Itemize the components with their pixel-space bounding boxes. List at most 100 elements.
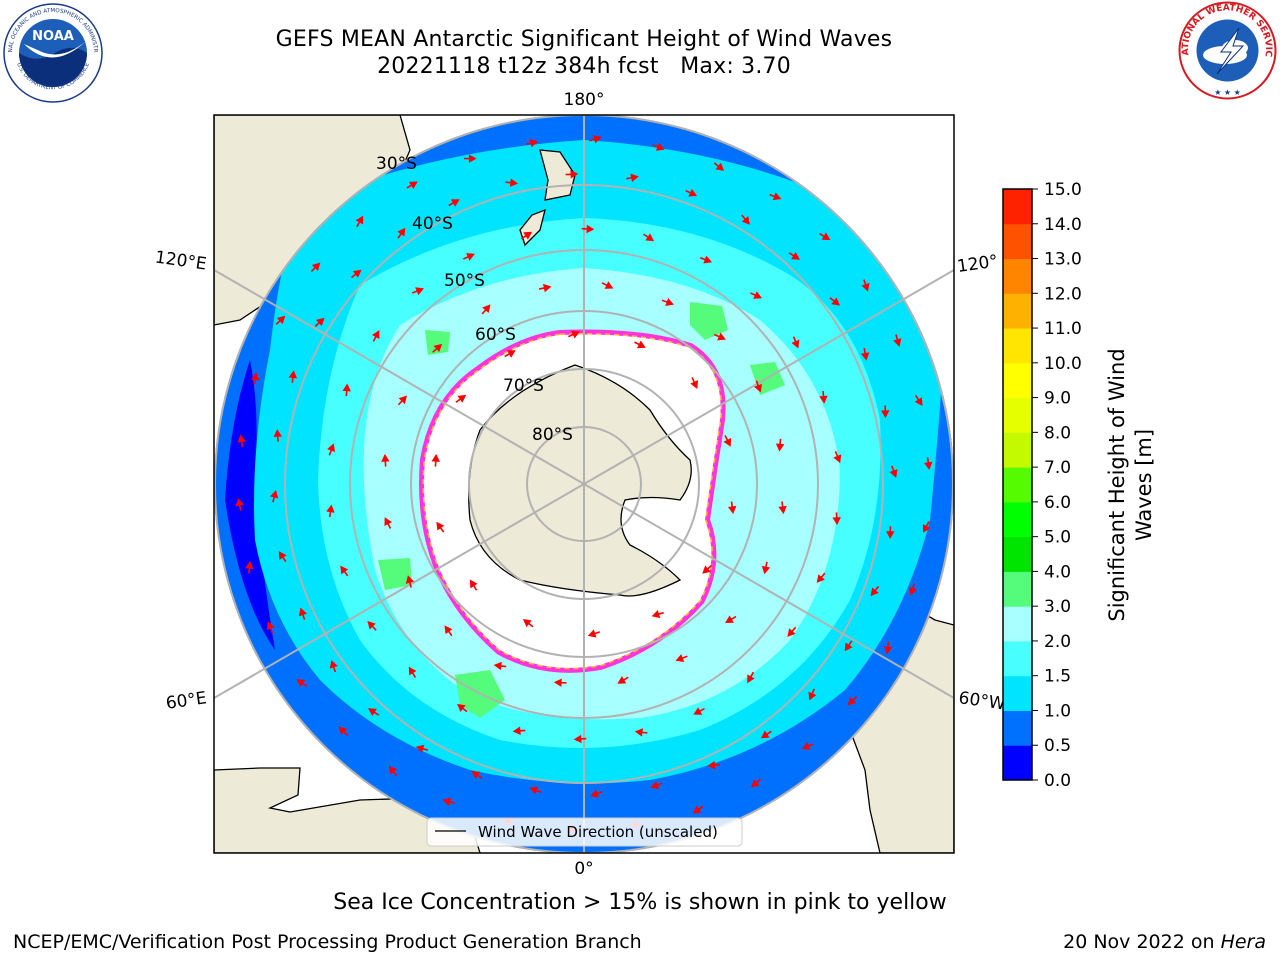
lon-label-120w: 120° [956,251,999,277]
wind-wave-arrow [408,666,417,678]
wind-wave-arrow [462,253,475,261]
wind-wave-arrow [847,695,858,706]
footer-date: 20 Nov 2022 on Hera [1063,931,1266,953]
wind-wave-arrow [634,728,648,737]
wind-wave-arrow [861,279,870,292]
wind-wave-arrow [237,434,246,448]
colorbar-segment [1003,397,1032,433]
wind-wave-arrow [368,708,380,717]
colorbar-segment [1003,189,1032,225]
wind-wave-arrow [581,224,595,234]
wind-wave-arrow [787,626,797,637]
wind-wave-arrow [457,703,468,713]
lat-label-40s: 40°S [412,214,453,234]
wind-wave-arrow [844,640,853,652]
wind-wave-arrow [275,315,286,326]
wind-wave-arrow [650,781,663,790]
graticule [214,115,954,853]
wind-wave-arrow [505,178,519,187]
wind-wave-arrow [693,707,705,715]
plot-title: GEFS MEAN Antarctic Significant Height o… [275,27,893,52]
colorbar-tick-label: 9.0 [1044,389,1071,409]
wind-wave-arrow [471,771,483,779]
wind-wave-arrow [512,726,526,735]
colorbar-segment [1003,536,1032,572]
wind-wave-arrow [338,726,349,737]
wind-wave-arrow [340,565,349,577]
colorbar-tick-label: 15.0 [1044,180,1082,200]
wind-wave-arrow [601,281,614,289]
wind-wave-arrow [788,252,800,260]
wind-wave-arrow [469,579,478,591]
wind-wave-arrow [725,615,737,623]
latitude-labels: 30°S 40°S 50°S 60°S 70°S 80°S [376,154,573,445]
svg-text:★ ★ ★: ★ ★ ★ [1214,88,1241,97]
wind-wave-arrow [431,453,440,467]
wind-wave-arrow [791,336,800,349]
wind-wave-arrow [314,317,325,327]
wind-wave-arrow [298,607,307,620]
wind-wave-arrow [922,521,931,533]
wind-wave-arrow [455,394,467,403]
wind-wave-arrow [270,489,279,503]
wind-wave-arrow [444,625,453,637]
wind-wave-arrow [565,170,579,179]
wind-wave-arrow [463,154,477,163]
footer-host: Hera [1220,931,1266,953]
wind-wave-arrow [266,621,275,634]
wind-wave-arrow [723,435,732,447]
colorbar-label-line2: Waves [m] [1132,429,1156,541]
nws-logo: NATIONAL WEATHER SERVICE ★ ★ ★ [1177,0,1277,100]
wind-wave-arrow [406,181,418,190]
sea-ice-note: Sea Ice Concentration > 15% is shown in … [333,890,947,915]
colorbar-label-line1: Significant Height of Wind [1105,348,1129,621]
wind-wave-arrow [675,654,688,662]
colorbar-tick-label: 2.0 [1044,632,1071,652]
wind-wave-arrow [754,380,763,393]
wind-wave-arrow [493,661,507,671]
wind-wave-arrow [296,679,308,688]
colorbar-tick-label: 11.0 [1044,319,1082,339]
wind-wave-arrow [367,621,377,631]
wind-wave-arrow [448,199,460,207]
wind-wave-arrow [235,498,244,511]
colorbar-tick-label: 4.0 [1044,562,1071,582]
wind-wave-arrow [522,619,534,628]
wind-wave-arrow [626,173,639,182]
wind-wave-arrow [245,560,254,574]
wind-wave-arrow [553,678,567,687]
wind-wave-arrow [860,348,870,361]
colorbar-tick-label: 5.0 [1044,528,1071,548]
wind-wave-arrow [310,262,321,273]
wind-wave-arrow [829,297,841,306]
wind-wave-arrow [326,504,335,518]
longitude-labels: 180° 0° 120°E 60°E 120° 60°W [154,90,1007,879]
wind-wave-arrow [442,797,455,806]
legend: Wind Wave Direction (unscaled) [426,817,743,847]
wind-wave-arrow [832,512,841,526]
colorbar-segment [1003,640,1032,677]
wind-wave-arrow [504,350,516,358]
wind-wave-arrow [819,391,828,404]
colorbar-tick-label: 7.0 [1044,458,1071,478]
wind-wave-arrow [908,583,917,596]
colorbar-segment [1003,710,1032,746]
lon-label-0: 0° [574,859,593,879]
wind-wave-arrow [538,283,552,293]
sea-ice-region [419,329,726,673]
wind-wave-arrow [411,287,424,296]
wind-wave-arrow [741,214,750,225]
wind-wave-arrow [273,429,282,442]
wind-wave-arrow [481,304,491,315]
wind-wave-arrow [397,227,406,239]
lat-label-30s: 30°S [376,154,417,174]
wind-wave-arrow [881,405,890,419]
colorbar-segment [1003,745,1032,781]
wind-wave-arrow [713,332,726,341]
max-value-text: Max: 3.70 [680,54,791,79]
wind-wave-arrow [278,551,287,563]
wind-wave-arrow [589,135,602,144]
colorbar-tick-label: 0.0 [1044,771,1071,791]
colorbar-segment [1003,675,1032,711]
colorbar-tick-label: 6.0 [1044,493,1071,513]
